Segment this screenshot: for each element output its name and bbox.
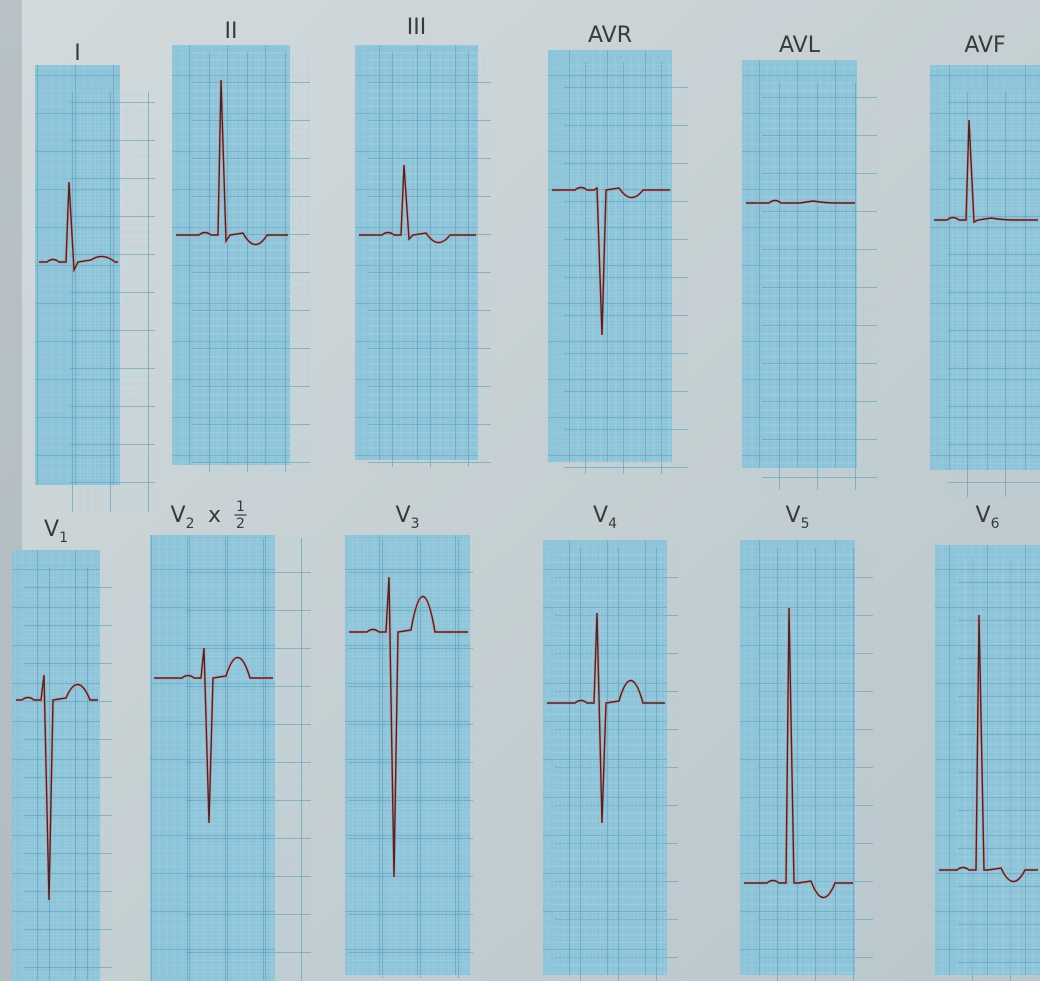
lead-name: AVF <box>964 33 1005 58</box>
ecg-grid <box>12 550 100 981</box>
lead-name: AVL <box>779 33 821 58</box>
ecg-grid <box>345 535 470 975</box>
ecg-grid <box>150 535 275 981</box>
lead-subscript: 2 <box>186 516 195 532</box>
multiplier-sign: x <box>208 503 221 528</box>
lead-subscript: 1 <box>59 530 68 546</box>
lead-subscript: 5 <box>801 516 810 532</box>
lead-label: AVF <box>964 33 1005 58</box>
lead-subscript: 6 <box>991 516 1000 532</box>
ecg-grid <box>930 65 1040 470</box>
ecg-grid <box>355 45 478 460</box>
lead-subscript: 3 <box>411 516 420 532</box>
lead-name: V <box>396 503 411 528</box>
lead-label: AVL <box>779 33 821 58</box>
lead-name: II <box>225 19 238 44</box>
lead-label: I <box>74 41 81 66</box>
lead-subscript: 4 <box>608 516 617 532</box>
ecg-grid <box>740 540 855 975</box>
lead-name: III <box>407 15 426 40</box>
ecg-grid <box>935 545 1040 975</box>
lead-name: AVR <box>588 23 632 48</box>
lead-name: V <box>786 503 801 528</box>
lead-name: V <box>171 503 186 528</box>
lead-label: II <box>225 19 238 44</box>
fraction-denominator: 2 <box>236 516 245 532</box>
lead-label: III <box>407 15 426 40</box>
ecg-grid <box>548 50 672 462</box>
ecg-figure: IIIIIIAVRAVLAVFV1V2x12V3V4V5V6 <box>0 0 1040 981</box>
lead-name: I <box>74 41 81 66</box>
ecg-grid <box>35 65 120 485</box>
fraction-numerator: 1 <box>236 499 245 515</box>
ecg-grid <box>742 60 857 468</box>
lead-name: V <box>44 517 59 542</box>
ecg-grid <box>172 45 290 465</box>
lead-label: AVR <box>588 23 632 48</box>
lead-name: V <box>976 503 991 528</box>
lead-name: V <box>593 503 608 528</box>
